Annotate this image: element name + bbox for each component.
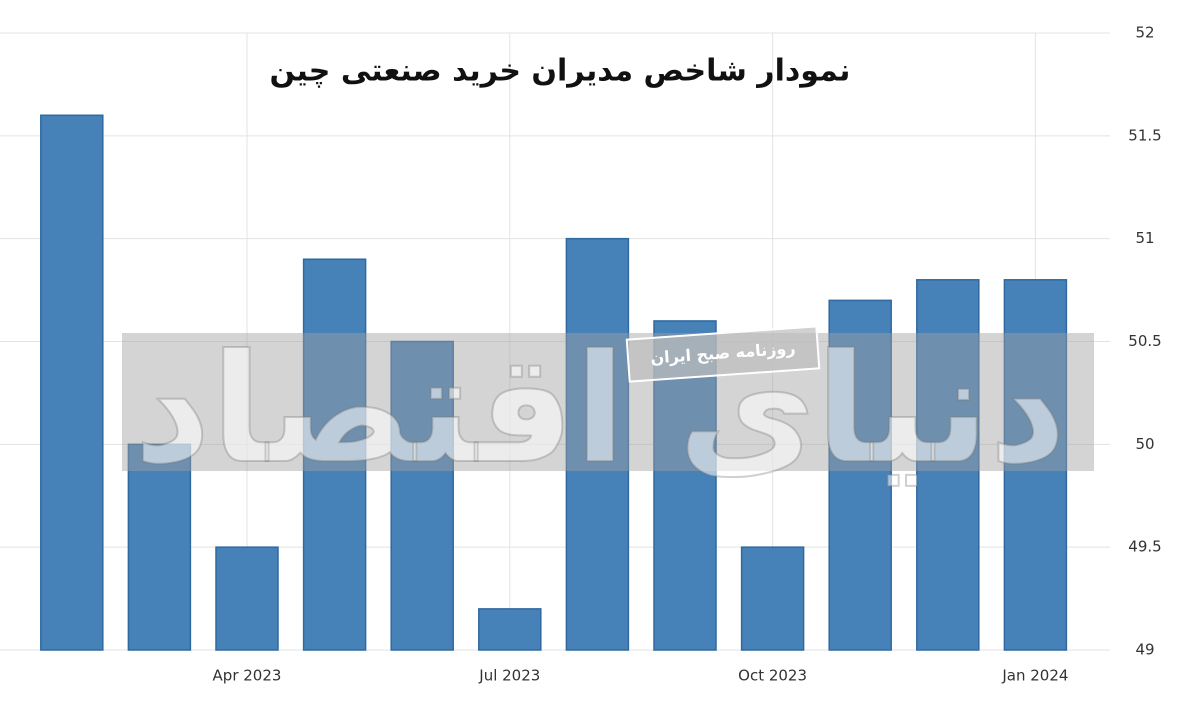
watermark-box [625,325,821,383]
bar [565,237,630,651]
watermark-big: دنیای اقتصاد [134,323,1067,497]
y-tick-label: 49 [1135,641,1154,659]
bar [828,299,892,651]
bar [302,258,367,651]
watermark-band [122,333,1094,471]
x-tick-label: Oct 2023 [738,667,807,685]
y-tick-label: 51 [1135,229,1154,247]
y-tick-label: 50.5 [1128,332,1161,350]
y-tick-label: 50 [1135,435,1154,453]
bar [478,608,542,651]
x-tick-label: Jul 2023 [478,667,540,685]
bar [127,443,192,651]
x-tick-label: Apr 2023 [213,667,282,685]
x-tick-label: Jan 2024 [1001,667,1068,685]
bar [1003,279,1068,651]
y-tick-label: 52 [1135,24,1154,42]
bar [740,546,805,651]
plot-area: 49 49.5 50 50.5 51 51.5 52 Apr 2023 Jul 2023 Oct … [0,24,1162,685]
bar [916,279,980,651]
y-tick-label: 51.5 [1128,126,1161,144]
chart-title: نمودار شاخص مدیران خرید صنعتی چین [270,54,851,89]
bar [390,340,454,651]
bar [40,114,104,651]
y-tick-label: 49.5 [1128,538,1161,556]
bar [215,546,279,651]
